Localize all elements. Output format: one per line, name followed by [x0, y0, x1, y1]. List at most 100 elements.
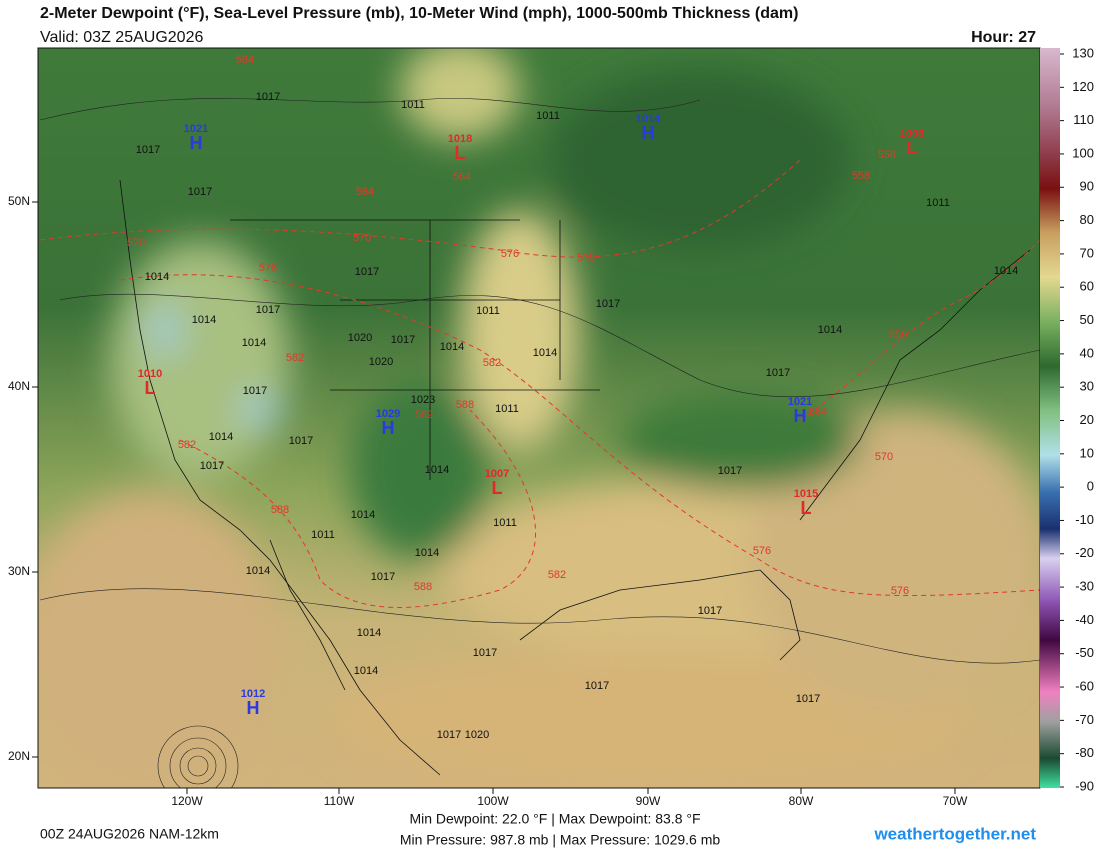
isobar-label: 1017 — [371, 571, 395, 583]
isobar-label: 1014 — [533, 347, 557, 359]
isobar-label: 1014 — [357, 627, 381, 639]
dewpoint-range: Min Dewpoint: 22.0 °F | Max Dewpoint: 83… — [409, 811, 700, 827]
thickness-label: 564 — [356, 186, 374, 198]
thickness-label: 582 — [415, 409, 433, 421]
pressure-center-value: 1021 — [788, 396, 812, 408]
isobar-label: 1011 — [311, 529, 335, 541]
thickness-label: 582 — [286, 352, 304, 364]
thickness-label: 564 — [236, 54, 254, 66]
lat-label: 20N — [8, 749, 30, 763]
isobar-label: 1014 — [354, 665, 378, 677]
isobar-label: 1011 — [476, 305, 500, 317]
thickness-label: 576 — [259, 262, 277, 274]
thickness-label: 564 — [809, 406, 827, 418]
isobar-label: 1017 — [200, 460, 224, 472]
forecast-hour: Hour: 27 — [971, 29, 1036, 46]
isobar-label: 1014 — [425, 464, 449, 476]
colorbar-label: 0 — [1087, 479, 1094, 494]
colorbar-label: 10 — [1080, 445, 1094, 460]
thickness-label: 582 — [178, 439, 196, 451]
lon-label: 100W — [477, 794, 509, 808]
pressure-center-value: 1012 — [241, 688, 265, 700]
thickness-label: 576 — [753, 545, 771, 557]
pressure-center-value: 1015 — [794, 488, 818, 500]
pressure-center-letter: L — [145, 378, 156, 398]
colorbar-label: -40 — [1075, 612, 1094, 627]
isobar-label: 1011 — [536, 110, 560, 122]
isobar-label: 1017 — [718, 465, 742, 477]
pressure-center-letter: L — [492, 478, 503, 498]
isobar-label: 1017 — [585, 680, 609, 692]
colorbar-label: -10 — [1075, 512, 1094, 527]
lon-label: 70W — [943, 794, 968, 808]
isobar-label: 1017 — [596, 298, 620, 310]
pressure-center-letter: H — [642, 123, 655, 143]
isobar-label: 1011 — [495, 403, 519, 415]
pressure-center-letter: L — [455, 143, 466, 163]
isobar-label: 1020 — [465, 729, 489, 741]
pressure-center-letter: H — [794, 406, 807, 426]
colorbar-label: 110 — [1073, 112, 1094, 127]
colorbar-label: 30 — [1080, 379, 1094, 394]
thickness-label: 588 — [271, 504, 289, 516]
credit: weathertogether.net — [873, 824, 1036, 843]
isobar-label: 1017 — [243, 385, 267, 397]
isobar-label: 1011 — [493, 517, 517, 529]
colorbar-label: -70 — [1075, 712, 1094, 727]
thickness-label: 582 — [483, 357, 501, 369]
isobar-label: 1014 — [145, 271, 169, 283]
dewpoint-shading — [38, 48, 1040, 788]
lat-label: 30N — [8, 564, 30, 578]
isobar-label: 1017 — [355, 266, 379, 278]
isobar-label: 1017 — [256, 91, 280, 103]
pressure-center-letter: L — [801, 498, 812, 518]
thickness-label: 558 — [878, 149, 896, 161]
colorbar-label: 50 — [1080, 312, 1094, 327]
colorbar-label: 70 — [1080, 245, 1094, 260]
isobar-label: 1023 — [411, 394, 435, 406]
isobar-label: 1017 — [437, 729, 461, 741]
thickness-label: 570 — [127, 237, 145, 249]
colorbar-label: 80 — [1080, 212, 1094, 227]
isobar-label: 1014 — [246, 565, 270, 577]
lat-label: 40N — [8, 379, 30, 393]
colorbar-label: -30 — [1075, 579, 1094, 594]
isobar-label: 1014 — [351, 509, 375, 521]
lon-label: 80W — [789, 794, 814, 808]
colorbar-label: -90 — [1075, 778, 1094, 793]
pressure-center-value: 1014 — [636, 113, 661, 125]
lon-label: 120W — [171, 794, 203, 808]
isobar-label: 1017 — [391, 334, 415, 346]
colorbar-label: 100 — [1072, 145, 1094, 160]
isobar-label: 1014 — [994, 265, 1018, 277]
colorbar-label: 20 — [1080, 412, 1094, 427]
isobar-label: 1014 — [415, 547, 439, 559]
isobar-label: 1020 — [369, 356, 393, 368]
thickness-label: 588 — [456, 399, 474, 411]
lon-label: 110W — [324, 794, 355, 808]
thickness-label: 558 — [889, 329, 907, 341]
colorbar-label: -80 — [1075, 745, 1094, 760]
thickness-label: 570 — [875, 451, 893, 463]
pressure-center-letter: L — [907, 138, 918, 158]
thickness-label: 588 — [414, 581, 432, 593]
colorbar-label: 40 — [1080, 345, 1094, 360]
thickness-label: 558 — [852, 170, 870, 182]
thickness-label: 576 — [501, 248, 519, 260]
valid-time: Valid: 03Z 25AUG2026 — [40, 29, 203, 46]
colorbar-label: 60 — [1080, 279, 1094, 294]
isobar-label: 1017 — [136, 144, 160, 156]
pressure-center-value: 1018 — [448, 133, 472, 145]
isobar-label: 1017 — [289, 435, 313, 447]
thickness-label: 576 — [891, 585, 909, 597]
colorbar-label: -20 — [1075, 545, 1094, 560]
title: 2-Meter Dewpoint (°F), Sea-Level Pressur… — [40, 5, 798, 22]
colorbar-label: -50 — [1075, 645, 1094, 660]
colorbar-label: 120 — [1072, 79, 1094, 94]
isobar-label: 1017 — [473, 647, 497, 659]
isobar-label: 1017 — [188, 186, 212, 198]
isobar-label: 1014 — [192, 314, 216, 326]
isobar-label: 1011 — [926, 197, 950, 209]
pressure-center-value: 1029 — [376, 408, 400, 420]
